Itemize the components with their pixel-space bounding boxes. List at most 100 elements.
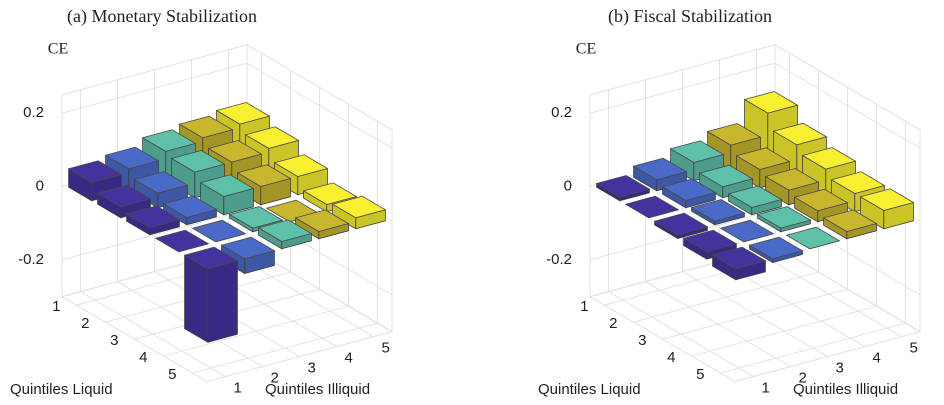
y-tick-label: 1	[234, 380, 242, 397]
panel-title: (a) Monetary Stabilization	[67, 6, 257, 27]
bar-face	[207, 140, 263, 163]
bar-face	[801, 147, 857, 170]
y-tick-label: 3	[836, 360, 844, 377]
bar	[191, 219, 247, 243]
x-tick-label: 1	[52, 298, 60, 315]
grid-line	[80, 89, 226, 378]
z-tick-label: 0	[36, 177, 44, 194]
z-tick-label: -0.2	[546, 251, 572, 268]
bar-face	[183, 246, 239, 270]
bar	[199, 174, 255, 216]
bar	[756, 206, 812, 233]
bar	[632, 157, 688, 192]
x-tick-label: 3	[110, 332, 118, 349]
x-tick-label: 1	[580, 298, 588, 315]
bar-face	[215, 102, 271, 125]
bar-face	[669, 140, 725, 163]
grid-line	[691, 104, 877, 357]
panel: (b) Fiscal Stabilization -0.2 0 0.2 CE 1 2 3 4 5 1…	[538, 6, 922, 398]
bar	[727, 185, 783, 216]
bar-face	[682, 229, 738, 253]
bar-face	[711, 246, 767, 270]
bar	[162, 195, 218, 226]
z-tick-label: 0.2	[551, 104, 572, 121]
bar-face	[302, 182, 358, 205]
bar-face	[133, 171, 189, 194]
grid-line	[589, 62, 921, 149]
bar	[719, 219, 775, 243]
bar-face	[772, 122, 828, 146]
bar-face	[698, 164, 754, 188]
bar	[624, 195, 680, 219]
grid-line	[645, 79, 791, 368]
z-tick-label: 0.2	[23, 104, 44, 121]
x-tick-label: 4	[667, 349, 675, 366]
grid-line	[61, 62, 393, 149]
y-tick-label: 2	[271, 370, 279, 387]
bar-face	[331, 195, 387, 219]
bar-face	[96, 184, 152, 208]
bar-face	[743, 91, 799, 114]
bar	[711, 246, 767, 281]
bar	[822, 209, 878, 240]
bar-face	[141, 129, 197, 152]
bar-face	[294, 209, 350, 232]
bar-face	[162, 195, 218, 218]
bar-face	[220, 236, 276, 260]
bar-face	[154, 229, 210, 253]
y-tick-label: 3	[308, 360, 316, 377]
grid-line	[662, 87, 848, 340]
bar-face	[735, 147, 791, 170]
bar	[653, 212, 709, 240]
bar-face	[653, 212, 709, 236]
z-tick-label: 0	[564, 177, 572, 194]
bar-face	[104, 146, 160, 170]
bar-face	[624, 195, 680, 219]
bar-face	[244, 126, 300, 149]
bar-face	[207, 260, 238, 343]
bar-face	[178, 115, 234, 139]
y-axis-label: Quintiles Illiquid	[265, 381, 370, 398]
bar-face	[125, 205, 181, 228]
bar-face	[793, 188, 849, 212]
x-axis-label: Quintiles Liquid	[10, 381, 113, 398]
bar-face	[661, 178, 717, 201]
grid-line	[720, 121, 906, 374]
bar-face	[756, 206, 812, 229]
bar-face	[228, 206, 284, 229]
bar	[748, 236, 804, 264]
bar	[257, 219, 313, 250]
y-axis-label: Quintiles Illiquid	[793, 381, 898, 398]
bar-face	[748, 236, 804, 260]
grid-line	[163, 104, 349, 357]
x-tick-label: 3	[638, 332, 646, 349]
bar-face	[191, 219, 247, 243]
y-tick-label: 1	[762, 380, 770, 397]
bar-face	[719, 219, 775, 243]
z-tick-label: -0.2	[18, 251, 44, 268]
x-axis-label: Quintiles Liquid	[538, 381, 641, 398]
bar-face	[830, 171, 886, 194]
z-axis-label: CE	[576, 40, 596, 57]
x-tick-label: 5	[696, 366, 704, 383]
x-tick-label: 5	[168, 366, 176, 383]
y-tick-label: 4	[873, 350, 881, 367]
bar-face	[184, 254, 209, 343]
bar-face	[257, 219, 313, 242]
x-tick-label: 2	[609, 315, 617, 332]
grid-line	[192, 121, 378, 374]
bar	[183, 246, 239, 343]
x-tick-label: 2	[81, 315, 89, 332]
bar-face	[595, 175, 651, 198]
bar	[661, 178, 717, 209]
grid-line	[608, 89, 754, 378]
bar	[785, 226, 841, 250]
bar-face	[706, 123, 762, 146]
bar	[125, 205, 181, 236]
y-tick-label: 5	[382, 340, 390, 357]
bar	[96, 184, 152, 219]
bar-face	[822, 209, 878, 232]
bar-face	[67, 160, 123, 183]
grid-line	[682, 69, 828, 358]
